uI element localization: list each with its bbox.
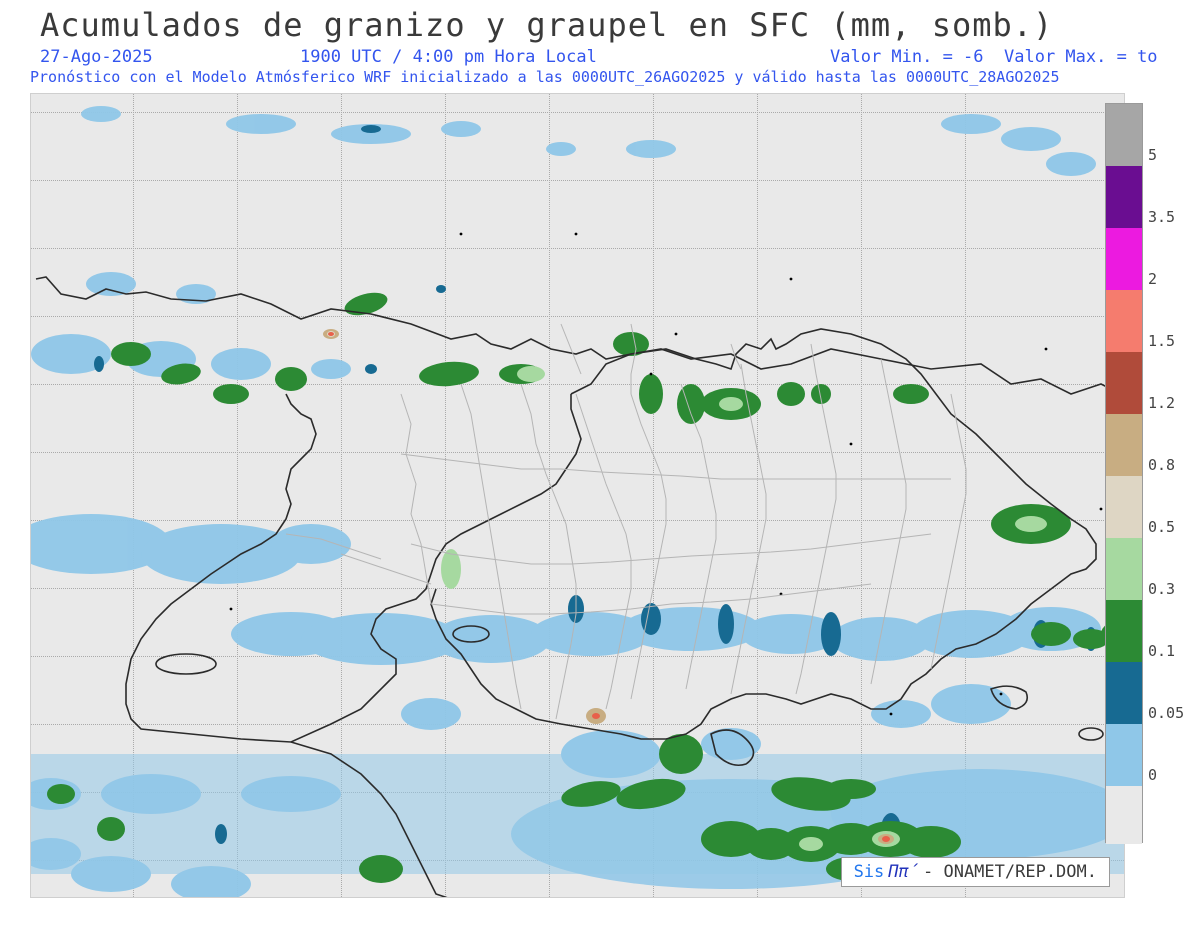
cb-seg-lightblue xyxy=(1106,724,1142,786)
forecast-date: 27-Ago-2025 xyxy=(40,47,153,67)
cb-seg-green xyxy=(1106,600,1142,662)
cb-label-0: 0 xyxy=(1148,766,1157,784)
cb-seg-top-gray xyxy=(1106,104,1142,166)
sis-logo-text: Sis xyxy=(854,862,885,882)
cb-seg-tan xyxy=(1106,414,1142,476)
cb-label-0-1: 0.1 xyxy=(1148,642,1175,660)
cb-seg-cream xyxy=(1106,476,1142,538)
colorbar-legend: 5 3.5 2 1.5 1.2 0.8 0.5 0.3 0.1 0.05 0 xyxy=(1090,93,1185,898)
cb-label-3-5: 3.5 xyxy=(1148,208,1175,226)
cb-seg-rust xyxy=(1106,352,1142,414)
cb-label-5: 5 xyxy=(1148,146,1157,164)
cb-label-0-8: 0.8 xyxy=(1148,456,1175,474)
pi-logo-symbol: Ππ́ xyxy=(888,862,919,882)
page-title: Acumulados de granizo y graupel en SFC (… xyxy=(40,6,1053,44)
cb-seg-palegreen xyxy=(1106,538,1142,600)
cb-label-2: 2 xyxy=(1148,270,1157,288)
cb-label-0-05: 0.05 xyxy=(1148,704,1184,722)
weather-map-panel: 22N 1.5N 21N 0.5N 20N 9.5N 19N 8.5N 18N … xyxy=(30,93,1125,898)
forecast-model-description: Pronóstico con el Modelo Atmósferico WRF… xyxy=(30,68,1060,86)
cb-label-0-3: 0.3 xyxy=(1148,580,1175,598)
colorbar-gradient xyxy=(1105,103,1143,843)
cb-seg-teal xyxy=(1106,662,1142,724)
valor-min-max-label: Valor Min. = -6 Valor Max. = to xyxy=(830,47,1158,67)
sistt-logo-watermark: Sis Ππ́ - ONAMET/REP.DOM. xyxy=(841,857,1110,887)
cb-label-1-2: 1.2 xyxy=(1148,394,1175,412)
cb-seg-bottom-gray xyxy=(1106,786,1142,844)
forecast-utc-time: 1900 UTC / 4:00 pm Hora Local xyxy=(300,47,597,67)
precipitation-overlay-svg xyxy=(31,94,1125,898)
cb-label-1-5: 1.5 xyxy=(1148,332,1175,350)
cb-seg-magenta xyxy=(1106,228,1142,290)
cb-label-0-5: 0.5 xyxy=(1148,518,1175,536)
cb-seg-salmon xyxy=(1106,290,1142,352)
cb-seg-purple xyxy=(1106,166,1142,228)
onamet-repdom-label: - ONAMET/REP.DOM. xyxy=(923,862,1097,882)
